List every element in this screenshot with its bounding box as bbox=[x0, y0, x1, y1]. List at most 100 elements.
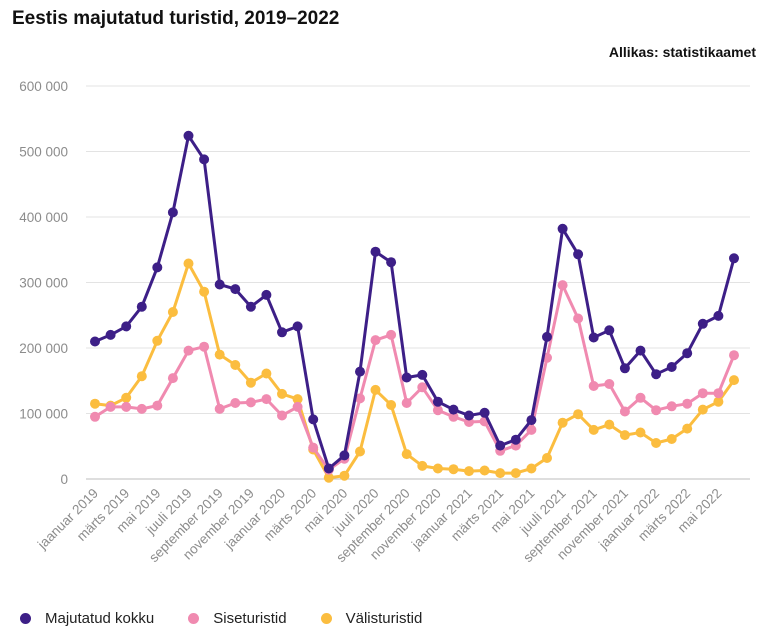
data-point bbox=[261, 368, 272, 379]
data-point bbox=[729, 350, 739, 361]
data-point bbox=[152, 400, 163, 411]
data-point bbox=[557, 223, 568, 234]
legend-marker-valisturistid bbox=[320, 613, 332, 624]
data-point bbox=[245, 377, 256, 388]
y-tick-label: 0 bbox=[60, 472, 68, 487]
data-point bbox=[292, 394, 303, 405]
data-point bbox=[339, 450, 350, 461]
data-point bbox=[136, 403, 147, 414]
legend: Majutatud kokku Siseturistid Välisturist… bbox=[20, 610, 422, 627]
data-point bbox=[214, 349, 225, 360]
data-point bbox=[136, 301, 147, 312]
data-point bbox=[495, 468, 506, 479]
data-point bbox=[261, 394, 272, 405]
data-point bbox=[417, 460, 428, 471]
data-point bbox=[573, 313, 584, 324]
data-point bbox=[619, 406, 630, 417]
legend-marker-majutatud-kokku bbox=[20, 613, 31, 624]
data-point bbox=[495, 440, 506, 451]
data-point bbox=[277, 410, 287, 421]
legend-item-majutatud-kokku: Majutatud kokku bbox=[20, 610, 154, 627]
chart-title: Eestis majutatud turistid, 2019–2022 bbox=[12, 8, 340, 29]
data-point bbox=[573, 409, 584, 420]
data-point bbox=[121, 321, 132, 332]
data-point bbox=[386, 329, 397, 340]
data-point bbox=[510, 468, 521, 479]
data-point bbox=[697, 404, 708, 415]
data-point bbox=[277, 327, 287, 338]
data-point bbox=[619, 363, 630, 374]
legend-marker-siseturistid bbox=[188, 613, 200, 624]
data-point bbox=[713, 396, 724, 407]
data-point bbox=[214, 403, 225, 414]
data-point bbox=[370, 246, 381, 257]
data-point bbox=[292, 401, 303, 412]
data-point bbox=[230, 398, 241, 408]
data-point bbox=[277, 388, 287, 399]
legend-label-majutatud-kokku: Majutatud kokku bbox=[45, 610, 155, 627]
y-tick-label: 100 000 bbox=[19, 407, 68, 422]
y-tick-label: 600 000 bbox=[19, 79, 68, 94]
data-point bbox=[542, 453, 552, 463]
data-point bbox=[323, 463, 334, 474]
data-point bbox=[105, 401, 116, 412]
series-valisturistid bbox=[90, 258, 739, 483]
data-point bbox=[121, 401, 132, 412]
y-axis-ticks: 0 100 000 200 000 300 000 400 000 500 000 600 … bbox=[19, 79, 68, 487]
data-point bbox=[432, 396, 443, 407]
data-point bbox=[729, 253, 739, 264]
data-point bbox=[713, 310, 724, 321]
data-point bbox=[90, 398, 100, 409]
data-point bbox=[308, 442, 319, 453]
data-point bbox=[432, 405, 443, 416]
legend-label-siseturistid: Siseturistid bbox=[213, 610, 287, 627]
y-tick-label: 400 000 bbox=[19, 210, 68, 225]
data-point bbox=[651, 369, 662, 380]
data-point bbox=[261, 289, 272, 300]
data-point bbox=[713, 388, 724, 399]
y-tick-label: 300 000 bbox=[19, 276, 68, 291]
data-point bbox=[573, 249, 584, 260]
y-tick-label: 200 000 bbox=[19, 341, 68, 356]
data-point bbox=[542, 331, 552, 342]
data-point bbox=[557, 280, 568, 291]
data-point bbox=[245, 397, 256, 408]
data-point bbox=[417, 369, 428, 380]
data-point bbox=[339, 470, 350, 481]
data-point bbox=[167, 307, 178, 317]
data-point bbox=[167, 207, 178, 218]
data-point bbox=[105, 329, 116, 340]
data-point bbox=[651, 405, 662, 416]
series-line-valisturistid bbox=[94, 262, 736, 480]
data-point bbox=[245, 301, 256, 312]
data-point bbox=[401, 449, 412, 460]
data-point bbox=[682, 423, 693, 434]
data-point bbox=[230, 360, 241, 370]
data-point bbox=[604, 419, 615, 430]
data-point bbox=[588, 381, 599, 391]
data-point bbox=[604, 379, 615, 389]
data-point bbox=[464, 410, 474, 421]
legend-label-valisturistid: Välisturistid bbox=[345, 610, 423, 627]
legend-item-siseturistid: Siseturistid bbox=[188, 610, 287, 627]
data-point bbox=[152, 335, 163, 346]
data-point bbox=[619, 430, 630, 441]
data-point bbox=[479, 465, 490, 476]
data-point bbox=[401, 398, 412, 408]
data-point bbox=[697, 318, 708, 329]
data-point bbox=[666, 434, 677, 444]
data-point bbox=[401, 372, 412, 383]
y-tick-label: 500 000 bbox=[19, 145, 68, 160]
data-point bbox=[152, 262, 163, 273]
data-point bbox=[167, 373, 178, 384]
data-point bbox=[355, 446, 365, 457]
series-group bbox=[90, 130, 739, 483]
data-point bbox=[386, 400, 397, 410]
data-point bbox=[199, 154, 210, 165]
data-point bbox=[510, 434, 521, 445]
data-point bbox=[183, 345, 194, 356]
data-point bbox=[308, 414, 319, 425]
data-point bbox=[697, 388, 708, 399]
data-point bbox=[355, 366, 365, 377]
